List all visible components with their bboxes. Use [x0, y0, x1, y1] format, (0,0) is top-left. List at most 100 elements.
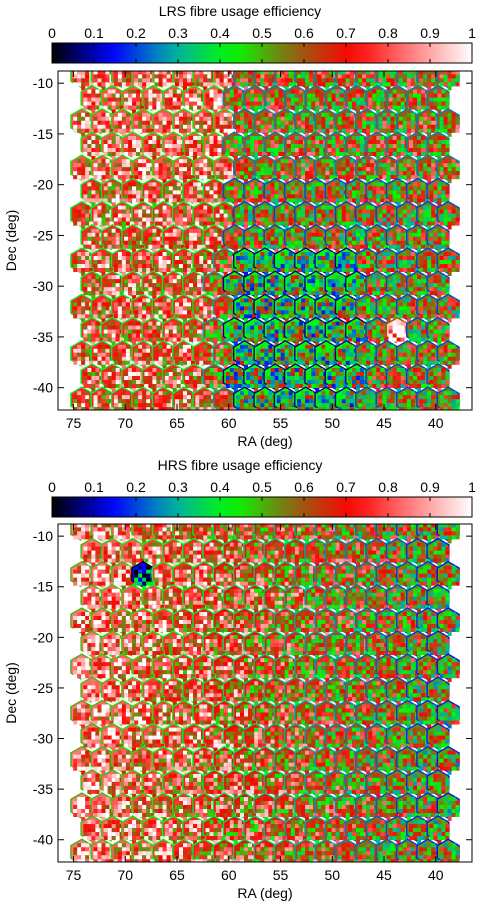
- field-hex: [426, 537, 450, 567]
- field-hex: [436, 293, 460, 323]
- field-hex: [426, 270, 450, 300]
- field-hex: [283, 722, 308, 752]
- field-hex: [334, 200, 358, 230]
- field-hex: [121, 815, 145, 845]
- field-hex: [171, 838, 196, 862]
- field-hex: [294, 745, 318, 775]
- field-hex: [232, 699, 257, 729]
- chart-panel-1: LRS fibre usage efficiency 0 0.1 0.2 0.3 0.4 0…: [3, 3, 476, 449]
- field-hex: [334, 792, 358, 821]
- x-tick-label: 75: [66, 415, 82, 431]
- field-hex: [202, 223, 226, 253]
- field-hex: [324, 363, 348, 392]
- field-hex: [375, 560, 399, 590]
- field-hex: [253, 838, 277, 862]
- field-hex: [243, 84, 267, 114]
- field-hex: [70, 792, 94, 821]
- field-hex: [365, 270, 389, 300]
- x-tick-label: 55: [273, 867, 289, 883]
- field-hex: [314, 745, 338, 775]
- field-hex: [345, 223, 369, 253]
- field-hex: [70, 560, 94, 590]
- field-hex: [385, 815, 409, 845]
- field-hex: [283, 583, 308, 613]
- field-hex: [355, 154, 379, 184]
- colorbar-tick-label: 0.4: [210, 479, 230, 495]
- field-hex: [232, 386, 257, 410]
- field-hex: [334, 524, 358, 544]
- field-hex: [395, 745, 420, 775]
- field-hex: [314, 838, 338, 862]
- field-hex: [294, 792, 318, 821]
- field-hex: [212, 247, 236, 276]
- field-hex: [80, 815, 104, 845]
- field-hex: [90, 154, 114, 184]
- field-hex: [202, 769, 226, 798]
- field-hex: [151, 745, 175, 775]
- field-hex: [283, 363, 308, 392]
- field-hex: [110, 560, 135, 590]
- field-hex: [80, 270, 104, 300]
- field-hex: [273, 107, 297, 137]
- efficiency-map: [70, 71, 460, 410]
- field-hex: [121, 223, 145, 253]
- field-hex: [151, 607, 175, 636]
- y-tick-label: -20: [33, 629, 53, 645]
- colorbar-tick-label: 0.8: [378, 479, 398, 495]
- field-hex: [416, 386, 440, 410]
- field-hex: [202, 815, 226, 845]
- field-hex: [273, 386, 297, 410]
- field-hex: [161, 131, 186, 160]
- field-hex: [304, 363, 328, 392]
- field-hex: [436, 107, 460, 137]
- field-hex: [436, 339, 460, 369]
- field-hex: [273, 838, 297, 862]
- field-hex: [222, 177, 247, 207]
- field-hex: [151, 247, 175, 276]
- field-hex: [232, 560, 257, 590]
- field-hex: [131, 200, 155, 230]
- field-hex: [355, 293, 379, 323]
- field-hex: [100, 722, 125, 752]
- field-hex: [263, 270, 287, 300]
- field-hex: [294, 339, 318, 369]
- field-hex: [273, 71, 297, 91]
- field-hex: [395, 293, 420, 323]
- colorbar-tick-label: 0.5: [252, 25, 272, 41]
- field-hex: [426, 223, 450, 253]
- field-hex: [365, 769, 389, 798]
- field-hex: [80, 131, 104, 160]
- field-hex: [416, 71, 440, 91]
- field-hex: [232, 339, 257, 369]
- field-hex: [365, 537, 389, 567]
- field-hex: [151, 653, 175, 683]
- field-hex: [151, 71, 175, 91]
- field-hex: [283, 769, 308, 798]
- x-tick-label: 60: [221, 867, 237, 883]
- x-tick-label: 70: [117, 415, 133, 431]
- field-hex: [395, 792, 420, 821]
- field-hex: [121, 270, 145, 300]
- field-hex: [171, 653, 196, 683]
- field-hex: [121, 131, 145, 160]
- field-hex: [294, 607, 318, 636]
- field-hex: [202, 676, 226, 706]
- field-hex: [314, 71, 338, 91]
- field-hex: [294, 154, 318, 184]
- field-hex: [263, 131, 287, 160]
- field-hex: [395, 699, 420, 729]
- x-tick-label: 65: [169, 415, 185, 431]
- field-hex: [232, 838, 257, 862]
- y-tick-label: -25: [33, 680, 53, 696]
- field-hex: [192, 699, 216, 729]
- x-tick-label: 65: [169, 867, 185, 883]
- field-hex: [294, 838, 318, 862]
- plot-frame: [57, 523, 473, 863]
- x-tick-label: 45: [376, 415, 392, 431]
- field-hex: [416, 339, 440, 369]
- field-hex: [243, 177, 267, 207]
- colorbar-tick-label: 0: [48, 25, 56, 41]
- field-hex: [110, 339, 135, 369]
- field-hex: [345, 583, 369, 613]
